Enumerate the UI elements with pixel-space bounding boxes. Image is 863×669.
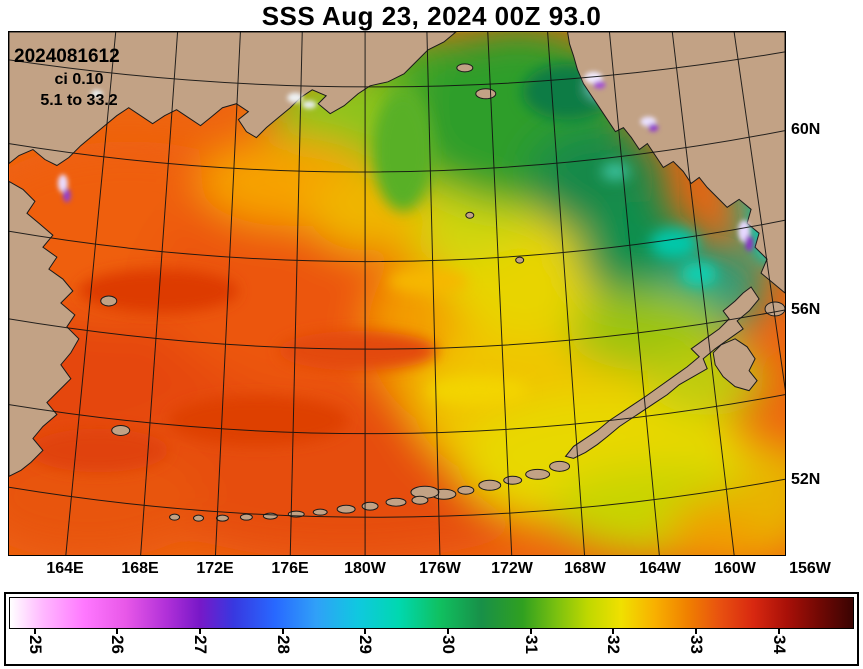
meridian-176w xyxy=(426,32,441,555)
colorbar-tick xyxy=(281,629,284,634)
colorbar-ticks: 25 26 27 28 29 30 31 32 33 34 xyxy=(10,629,853,664)
colorbar-tick xyxy=(447,629,450,634)
lon-label-168e: 168E xyxy=(121,560,159,577)
meridian-164w xyxy=(608,32,660,555)
parallel-58n xyxy=(9,219,785,263)
page-title: SSS Aug 23, 2024 00Z 93.0 xyxy=(261,1,602,31)
lon-label-176e: 176E xyxy=(271,560,309,577)
lat-label-60n: 60N xyxy=(791,121,821,138)
lon-label-172w: 172W xyxy=(491,560,533,577)
meridian-168w xyxy=(547,32,586,555)
lon-label-160w: 160W xyxy=(714,560,756,577)
salinity-field-svg xyxy=(9,32,785,555)
data-range-label: 5.1 to 33.2 xyxy=(40,92,118,109)
colorbar-tick-label: 31 xyxy=(521,635,541,654)
parallel-56n xyxy=(9,309,785,350)
lon-label-180w: 180W xyxy=(344,560,386,577)
landmass-northwest xyxy=(9,32,457,167)
lon-label-164e: 164E xyxy=(46,560,84,577)
meridian-172w xyxy=(487,32,513,555)
lon-label-172e: 172E xyxy=(196,560,234,577)
small-islands xyxy=(100,63,785,436)
colorbar-tick-label: 29 xyxy=(356,635,376,654)
parallel-54n xyxy=(9,394,785,435)
run-id-label: 2024081612 xyxy=(14,46,120,67)
colorbar-tick xyxy=(529,629,532,634)
colorbar-tick xyxy=(612,629,615,634)
parallel-62n xyxy=(9,51,785,88)
map-plot xyxy=(8,31,786,556)
colorbar-tick xyxy=(33,629,36,634)
colorbar-tick-label: 32 xyxy=(604,635,624,654)
colorbar: 25 26 27 28 29 30 31 32 33 34 xyxy=(4,592,859,666)
lat-label-52n: 52N xyxy=(791,471,821,488)
colorbar-tick xyxy=(777,629,780,634)
parallel-60n xyxy=(9,130,785,173)
lon-label-156w: 156W xyxy=(789,560,831,577)
colorbar-tick-label: 33 xyxy=(686,635,706,654)
parallel-52n xyxy=(9,478,785,518)
meridian-176e xyxy=(289,32,303,555)
land xyxy=(9,32,785,522)
lon-label-176w: 176W xyxy=(419,560,461,577)
landmass-alaska xyxy=(567,32,785,294)
graticule xyxy=(9,32,785,555)
colorbar-tick xyxy=(364,629,367,634)
colorbar-tick-label: 30 xyxy=(439,635,459,654)
colorbar-tick-label: 28 xyxy=(273,635,293,654)
colorbar-tick-label: 25 xyxy=(25,635,45,654)
contour-interval-label: ci 0.10 xyxy=(54,71,104,88)
colorbar-tick-label: 27 xyxy=(191,635,211,654)
meridian-160w xyxy=(671,32,735,555)
meridian-168e xyxy=(140,32,179,555)
colorbar-tick-label: 34 xyxy=(769,635,789,654)
colorbar-tick xyxy=(116,629,119,634)
meridian-172e xyxy=(214,32,241,555)
colorbar-tick xyxy=(694,629,697,634)
lon-label-164w: 164W xyxy=(639,560,681,577)
coastal-freshwater-anomalies xyxy=(57,71,754,252)
meridian-156w xyxy=(733,32,785,392)
colorbar-gradient xyxy=(9,597,854,629)
meridian-164e xyxy=(65,32,117,555)
colorbar-tick xyxy=(199,629,202,634)
colorbar-tick-label: 26 xyxy=(108,635,128,654)
ocean-mesoscale-blobs xyxy=(28,63,782,473)
kodiak-island xyxy=(712,338,758,392)
landmass-west-coast xyxy=(9,180,80,477)
alaska-peninsula xyxy=(564,286,760,459)
lon-label-168w: 168W xyxy=(564,560,606,577)
lat-label-56n: 56N xyxy=(791,301,821,318)
